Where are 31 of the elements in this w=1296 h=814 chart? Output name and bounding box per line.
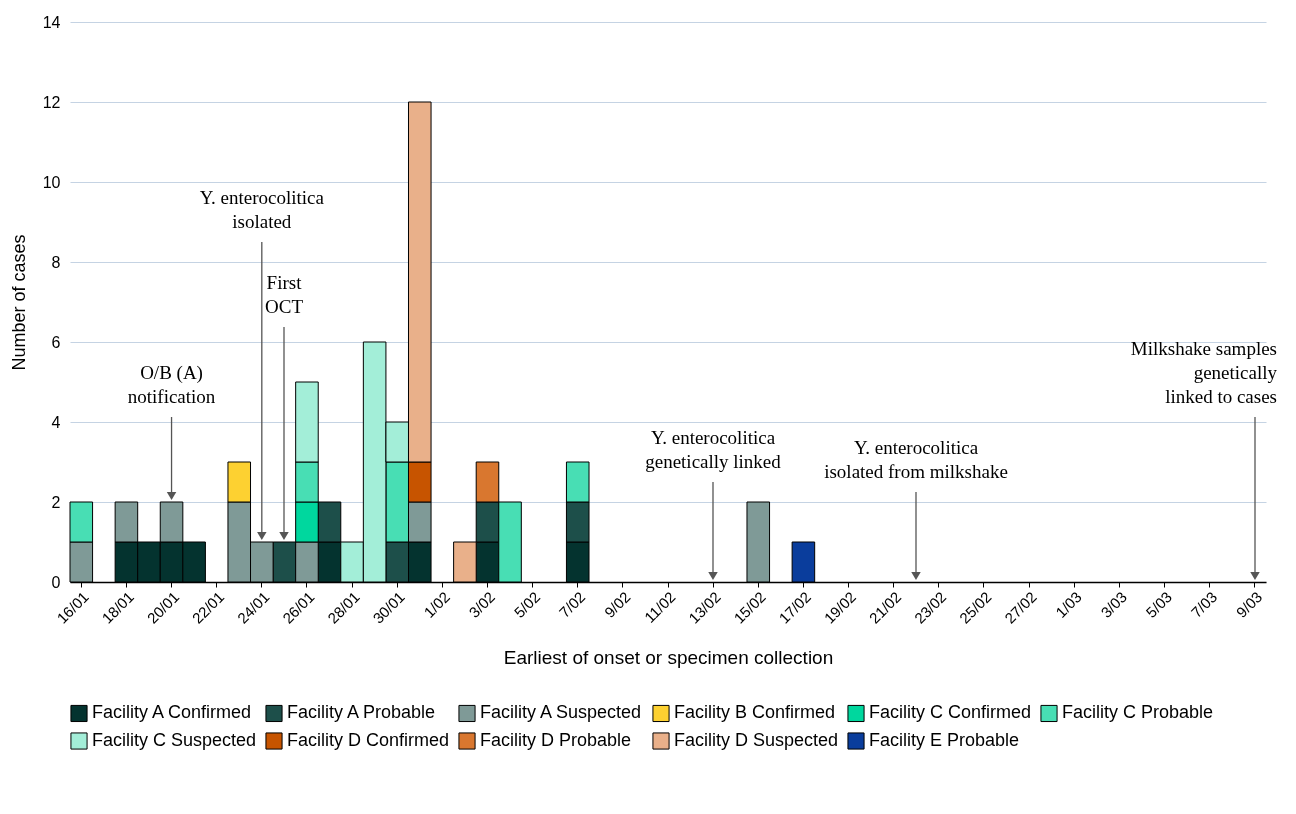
legend-label: Facility A Confirmed [92,702,252,723]
legend-label: Facility D Suspected [674,730,839,750]
legend-label: Facility C Confirmed [869,702,1032,723]
y-tick-label: 0 [51,573,61,591]
legend-label: Facility A Suspected [480,702,642,723]
annotation: O/B (A) notification [127,362,216,407]
annotation: Y. enterocolitica isolated [199,187,325,232]
legend-label: Facility C Suspected [92,730,257,750]
y-tick-label: 12 [42,93,61,111]
x-axis-title: Earliest of onset or specimen collection [503,646,834,668]
annotation: Y. enterocolitica genetically linked [645,427,782,472]
x-tick-label: 9/03 [1232,588,1266,621]
annotation: First OCT [265,272,304,317]
annotation: Y. enterocolitica isolated from milkshake [824,437,1008,482]
annotation: Milkshake samples genetically linked to cases [1130,338,1278,407]
y-tick-label: 10 [42,173,61,191]
x-tick-label: 9/02 [600,588,634,621]
legend-label: Facility C Probable [1062,702,1214,723]
y-tick-label: 8 [51,253,61,271]
y-tick-label: 14 [42,13,61,31]
legend-label: Facility A Probable [287,702,436,723]
x-tick-label: 7/02 [555,588,589,621]
y-tick-label: 2 [51,493,61,511]
legend-label: Facility E Probable [869,730,1020,750]
x-tick-label: 7/03 [1187,588,1221,621]
legend-label: Facility D Confirmed [287,730,450,750]
y-tick-label: 4 [51,413,61,431]
y-tick-label: 6 [51,333,61,351]
legend-label: Facility D Probable [480,730,632,750]
y-axis-title: Number of cases [8,234,29,371]
legend-label: Facility B Confirmed [674,702,836,723]
